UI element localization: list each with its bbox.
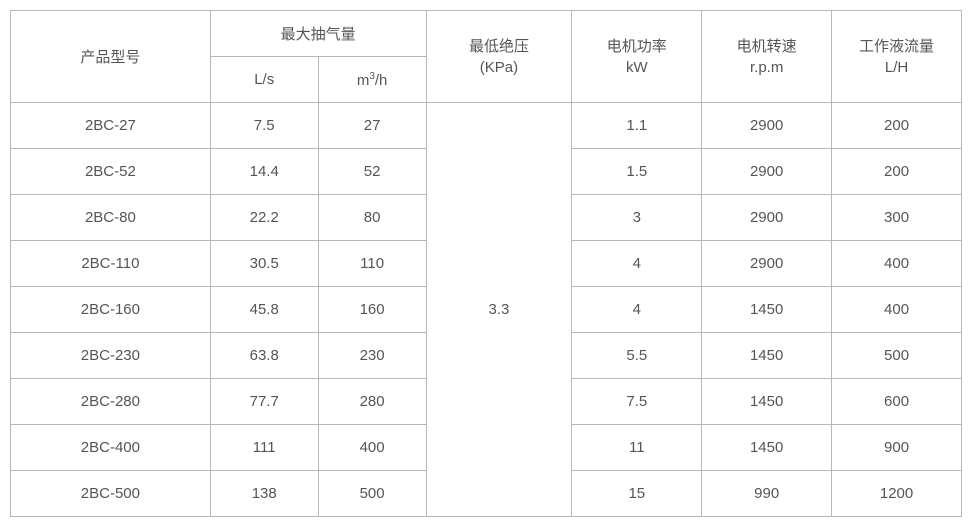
header-min-pressure: 最低绝压 (KPa): [426, 11, 572, 103]
cell-speed: 2900: [702, 103, 832, 149]
m3h-prefix: m: [357, 72, 370, 89]
cell-ls: 138: [210, 471, 318, 517]
cell-power: 1.5: [572, 149, 702, 195]
header-min-pressure-unit: (KPa): [480, 59, 518, 76]
cell-flow: 1200: [832, 471, 962, 517]
cell-model: 2BC-500: [11, 471, 211, 517]
cell-flow: 300: [832, 195, 962, 241]
header-row-1: 产品型号 最大抽气量 最低绝压 (KPa) 电机功率 kW 电机转速 r.p.m…: [11, 11, 962, 57]
cell-ls: 7.5: [210, 103, 318, 149]
header-m3h: m3/h: [318, 57, 426, 103]
cell-min-pressure: 3.3: [426, 103, 572, 517]
cell-flow: 400: [832, 241, 962, 287]
cell-ls: 45.8: [210, 287, 318, 333]
cell-model: 2BC-280: [11, 379, 211, 425]
cell-power: 3: [572, 195, 702, 241]
cell-flow: 900: [832, 425, 962, 471]
cell-flow: 500: [832, 333, 962, 379]
cell-power: 11: [572, 425, 702, 471]
cell-m3h: 110: [318, 241, 426, 287]
cell-flow: 200: [832, 103, 962, 149]
header-speed-label: 电机转速: [737, 38, 797, 55]
table-body: 2BC-27 7.5 27 3.3 1.1 2900 200 2BC-52 14…: [11, 103, 962, 517]
cell-ls: 14.4: [210, 149, 318, 195]
cell-m3h: 400: [318, 425, 426, 471]
cell-model: 2BC-80: [11, 195, 211, 241]
cell-speed: 990: [702, 471, 832, 517]
cell-flow: 600: [832, 379, 962, 425]
cell-flow: 400: [832, 287, 962, 333]
m3h-suffix: /h: [375, 72, 388, 89]
header-model: 产品型号: [11, 11, 211, 103]
header-power: 电机功率 kW: [572, 11, 702, 103]
cell-speed: 2900: [702, 149, 832, 195]
cell-power: 7.5: [572, 379, 702, 425]
header-speed-unit: r.p.m: [750, 59, 783, 76]
cell-power: 5.5: [572, 333, 702, 379]
cell-m3h: 280: [318, 379, 426, 425]
cell-power: 15: [572, 471, 702, 517]
cell-model: 2BC-230: [11, 333, 211, 379]
cell-speed: 2900: [702, 195, 832, 241]
cell-power: 1.1: [572, 103, 702, 149]
header-min-pressure-label: 最低绝压: [469, 38, 529, 55]
cell-m3h: 80: [318, 195, 426, 241]
cell-flow: 200: [832, 149, 962, 195]
cell-ls: 22.2: [210, 195, 318, 241]
table-row: 2BC-27 7.5 27 3.3 1.1 2900 200: [11, 103, 962, 149]
cell-model: 2BC-400: [11, 425, 211, 471]
cell-ls: 77.7: [210, 379, 318, 425]
header-power-unit: kW: [626, 59, 648, 76]
cell-ls: 63.8: [210, 333, 318, 379]
header-flow: 工作液流量 L/H: [832, 11, 962, 103]
cell-power: 4: [572, 241, 702, 287]
cell-model: 2BC-110: [11, 241, 211, 287]
cell-m3h: 500: [318, 471, 426, 517]
header-power-label: 电机功率: [607, 38, 667, 55]
cell-speed: 1450: [702, 333, 832, 379]
cell-speed: 1450: [702, 287, 832, 333]
cell-speed: 1450: [702, 425, 832, 471]
cell-ls: 30.5: [210, 241, 318, 287]
cell-power: 4: [572, 287, 702, 333]
header-ls: L/s: [210, 57, 318, 103]
cell-ls: 111: [210, 425, 318, 471]
header-flow-unit: L/H: [885, 59, 908, 76]
specs-table: 产品型号 最大抽气量 最低绝压 (KPa) 电机功率 kW 电机转速 r.p.m…: [10, 10, 962, 517]
cell-model: 2BC-27: [11, 103, 211, 149]
cell-speed: 1450: [702, 379, 832, 425]
cell-m3h: 230: [318, 333, 426, 379]
cell-speed: 2900: [702, 241, 832, 287]
cell-m3h: 52: [318, 149, 426, 195]
cell-m3h: 160: [318, 287, 426, 333]
header-speed: 电机转速 r.p.m: [702, 11, 832, 103]
cell-model: 2BC-160: [11, 287, 211, 333]
header-flow-label: 工作液流量: [859, 38, 934, 55]
cell-m3h: 27: [318, 103, 426, 149]
header-max-pumping: 最大抽气量: [210, 11, 426, 57]
cell-model: 2BC-52: [11, 149, 211, 195]
